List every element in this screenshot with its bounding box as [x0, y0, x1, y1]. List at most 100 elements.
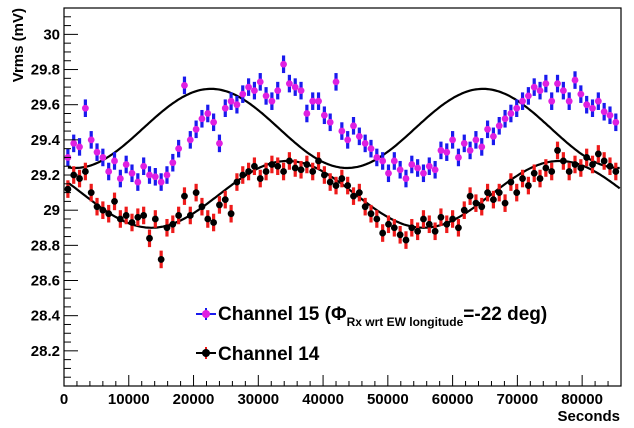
point-marker [600, 108, 608, 116]
data-point-channel-14 [420, 210, 427, 228]
point-marker [169, 220, 177, 228]
point-marker [524, 92, 532, 100]
point-marker [443, 148, 451, 156]
point-marker [216, 139, 223, 147]
point-marker [507, 178, 515, 186]
point-marker [93, 203, 101, 211]
data-point-channel-15 [583, 95, 591, 114]
data-point-channel-14 [169, 215, 177, 234]
data-point-channel-15 [99, 148, 107, 167]
point-marker [536, 175, 544, 182]
point-marker [589, 104, 596, 112]
data-point-channel-14 [338, 169, 346, 188]
data-point-channel-14 [402, 231, 410, 249]
data-point-channel-14 [495, 183, 503, 202]
data-point-channel-15 [175, 139, 183, 158]
data-point-channel-14 [589, 155, 596, 174]
data-point-channel-15 [221, 99, 229, 118]
data-point-channel-14 [105, 204, 113, 223]
point-marker [431, 166, 439, 174]
point-marker [146, 171, 153, 179]
point-marker [210, 219, 218, 226]
data-point-channel-15 [606, 106, 614, 125]
data-point-channel-14 [460, 201, 468, 219]
point-marker [309, 97, 317, 105]
point-marker [280, 168, 287, 175]
point-marker [140, 162, 148, 170]
point-marker [513, 104, 521, 112]
point-marker [256, 175, 264, 182]
point-marker [402, 236, 410, 244]
point-marker [245, 83, 252, 91]
point-marker [612, 118, 620, 126]
data-point-channel-14 [111, 192, 118, 211]
data-point-channel-14 [437, 208, 445, 227]
point-marker [472, 199, 480, 207]
data-point-channel-14 [198, 197, 206, 216]
point-marker [192, 189, 200, 197]
point-marker [443, 220, 451, 228]
data-point-channel-15 [151, 167, 159, 186]
data-point-channel-15 [507, 104, 515, 123]
data-point-channel-14 [478, 197, 486, 216]
point-marker [227, 97, 235, 105]
data-point-channel-15 [186, 131, 194, 149]
data-point-channel-14 [577, 159, 585, 177]
point-marker [128, 219, 136, 226]
data-point-channel-15 [612, 113, 620, 132]
point-marker [472, 136, 480, 144]
point-marker [449, 136, 457, 144]
data-point-channel-14 [245, 162, 252, 181]
point-marker [420, 169, 427, 177]
data-point-channel-15 [559, 81, 567, 100]
data-point-channel-15 [361, 134, 369, 153]
point-marker [221, 104, 229, 112]
point-marker [554, 147, 561, 154]
point-marker [396, 231, 404, 239]
point-marker [70, 139, 78, 147]
data-point-channel-15 [472, 131, 480, 149]
data-point-channel-14 [554, 141, 561, 160]
point-marker [536, 87, 544, 95]
point-marker [373, 215, 381, 223]
point-marker [169, 159, 177, 167]
x-tick-label: 0 [60, 391, 68, 408]
data-point-channel-15 [140, 157, 148, 176]
data-point-channel-14 [192, 183, 200, 202]
data-point-channel-15 [455, 148, 462, 167]
data-point-channel-15 [379, 152, 387, 170]
point-marker [606, 162, 614, 170]
fit-curve-channel-14 [67, 159, 621, 229]
y-tick-label: 28.8 [31, 237, 60, 254]
data-point-channel-14 [594, 145, 602, 163]
data-point-channel-14 [146, 229, 153, 248]
data-point-channel-15 [233, 95, 241, 114]
point-marker [425, 162, 433, 170]
data-point-channel-14 [128, 213, 136, 232]
point-marker [466, 192, 474, 200]
data-point-channel-15 [600, 102, 608, 121]
point-marker [134, 178, 142, 186]
point-marker [291, 164, 299, 172]
point-marker [140, 212, 148, 219]
data-point-channel-14 [524, 176, 532, 195]
point-marker [350, 122, 357, 130]
data-point-channel-14 [204, 210, 212, 228]
data-point-channel-15 [332, 73, 340, 91]
data-point-channel-14 [157, 250, 165, 269]
point-marker [589, 161, 596, 168]
data-point-channel-15 [262, 87, 270, 105]
data-point-channel-14 [484, 183, 491, 202]
point-marker [256, 78, 264, 86]
point-marker [542, 80, 550, 87]
point-marker [484, 189, 491, 197]
point-marker [495, 189, 503, 197]
data-point-channel-15 [484, 120, 491, 139]
point-marker [268, 97, 276, 105]
data-point-channel-14 [116, 210, 124, 228]
point-marker [420, 215, 427, 223]
point-marker [583, 101, 591, 109]
point-marker [530, 83, 538, 91]
data-point-channel-15 [280, 55, 287, 74]
point-marker [146, 234, 153, 242]
